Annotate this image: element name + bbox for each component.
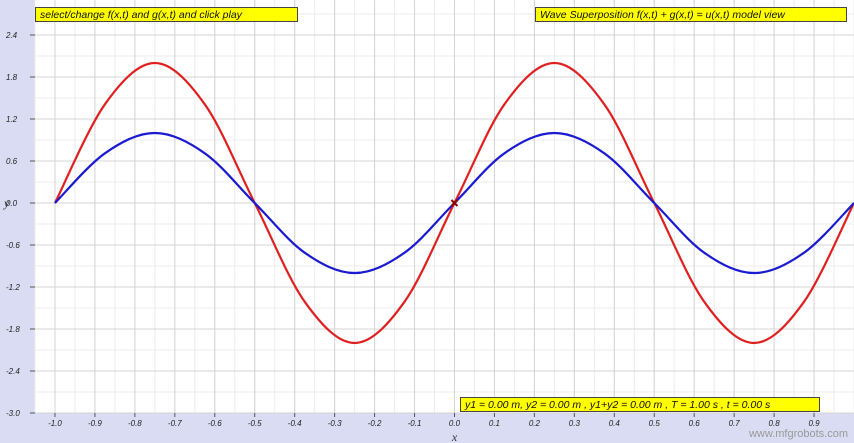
y-tick-label: -1.2 [6, 283, 20, 292]
y-tick-label: 0.6 [6, 157, 18, 166]
y-tick-label: 1.8 [6, 73, 18, 82]
x-tick-label: 0.8 [769, 419, 781, 428]
x-tick-label: 0.6 [689, 419, 701, 428]
x-tick-label: 0.1 [489, 419, 500, 428]
y-axis-label: y [3, 196, 10, 210]
y-tick-label: 1.2 [6, 115, 18, 124]
y-tick-label: 2.4 [5, 31, 18, 40]
x-tick-label: 0.2 [529, 419, 541, 428]
y-tick-label: -3.0 [6, 409, 20, 418]
instruction-label: select/change f(x,t) and g(x,t) and clic… [35, 7, 298, 22]
model-title-label: Wave Superposition f(x,t) + g(x,t) = u(x… [535, 7, 847, 22]
x-tick-label: 0.9 [808, 419, 820, 428]
x-tick-label: -0.5 [248, 419, 262, 428]
x-axis-label: x [451, 430, 458, 443]
x-tick-label: -0.1 [408, 419, 422, 428]
y-tick-label: -2.4 [6, 367, 20, 376]
x-tick-label: -1.0 [48, 419, 62, 428]
watermark-text: www.mfgrobots.com [748, 428, 848, 440]
y-tick-labels: 2.4 1.8 1.2 0.6 0.0 -0.6 -1.2 -1.8 -2.4 -3.0 [5, 31, 35, 418]
x-tick-label: -0.2 [368, 419, 382, 428]
x-tick-label: 0.0 [449, 419, 461, 428]
y-tick-label: -1.8 [6, 325, 20, 334]
probe-marker[interactable] [450, 199, 459, 207]
probe-marker-stroke[interactable] [450, 199, 459, 207]
plot-area [35, 0, 854, 413]
x-tick-label: 0.5 [649, 419, 661, 428]
x-tick-label: -0.6 [208, 419, 222, 428]
x-tick-label: -0.4 [288, 419, 302, 428]
x-tick-label: -0.9 [88, 419, 102, 428]
x-tick-labels: -1.0 -0.9 -0.8 -0.7 -0.6 -0.5 -0.4 -0.3 -0.2 -0.1… [48, 413, 820, 428]
y-tick-label: 0.0 [6, 199, 18, 208]
x-tick-label: -0.7 [168, 419, 182, 428]
x-tick-label: 0.4 [609, 419, 621, 428]
x-tick-label: -0.8 [128, 419, 142, 428]
x-tick-label: 0.3 [569, 419, 581, 428]
x-tick-label: 0.7 [729, 419, 741, 428]
y-tick-label: -0.6 [6, 241, 20, 250]
left-axis-strip [0, 0, 35, 443]
status-readout: y1 = 0.00 m, y2 = 0.00 m , y1+y2 = 0.00 … [460, 397, 820, 412]
x-tick-label: -0.3 [328, 419, 342, 428]
bottom-axis-strip [0, 413, 854, 443]
